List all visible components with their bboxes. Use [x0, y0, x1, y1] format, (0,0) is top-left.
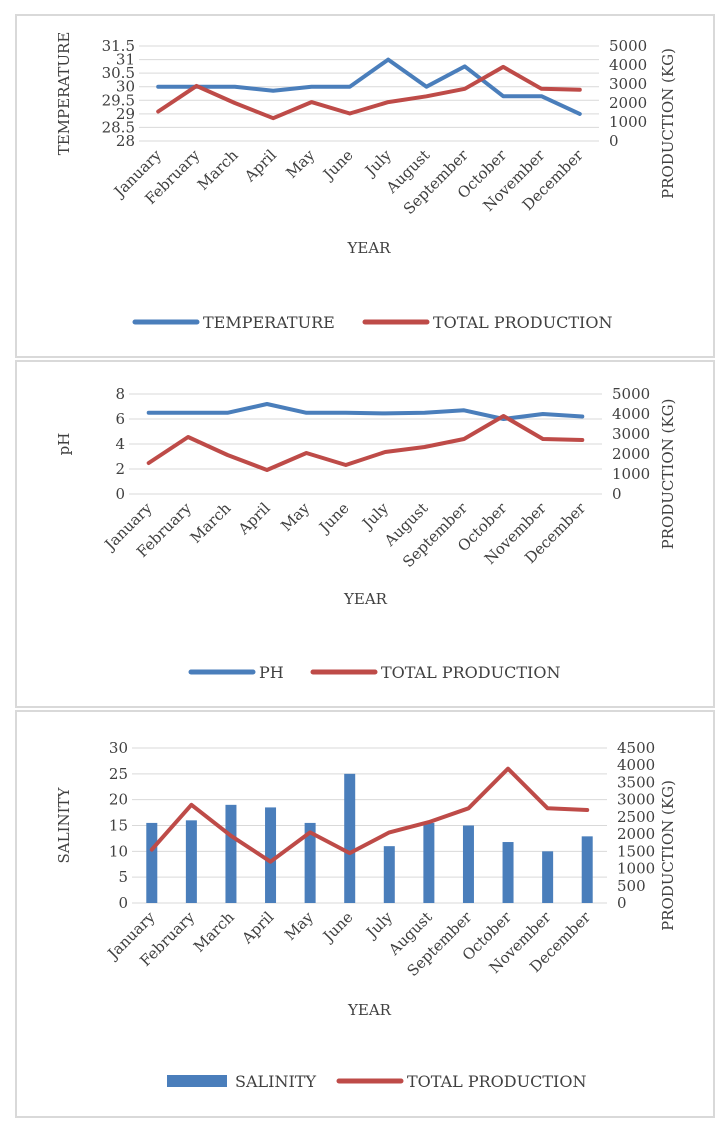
- y-tick-label: 8: [115, 385, 125, 403]
- y2-tick-label: 2000: [609, 94, 647, 112]
- y-tick-label: 0: [118, 894, 128, 912]
- x-category-label: May: [281, 908, 317, 944]
- y-tick-label: 5: [118, 868, 128, 886]
- x-category-label: April: [238, 908, 278, 948]
- y-tick-label: 31.5: [102, 37, 135, 55]
- chart-panel-salinity: 0 5 10 15 20 25 30 0 500 1000 1500 2000 2500 3000 3500…: [15, 710, 715, 1118]
- bar-salinity: [185, 820, 197, 903]
- x-category-label: March: [187, 499, 235, 547]
- y-tick-label: 0: [115, 485, 125, 503]
- y2-tick-label: 0: [612, 485, 622, 503]
- x-category-label: June: [314, 499, 352, 537]
- y-axis-title: SALINITY: [55, 786, 73, 863]
- y2-axis-title: PRODUCTION (KG): [659, 399, 677, 550]
- x-category-label: March: [190, 908, 238, 956]
- y-tick-label: 10: [109, 842, 128, 860]
- legend-swatch: [167, 1075, 227, 1087]
- x-category-label: June: [318, 908, 356, 946]
- x-category-label: June: [318, 146, 356, 184]
- bar-salinity: [502, 842, 514, 903]
- y2-tick-label: 2500: [617, 808, 655, 826]
- chart-panel-ph: 0 2 4 6 8 0 1000 2000 3000 4000 5000 January Februar…: [15, 360, 715, 708]
- x-axis-title: YEAR: [347, 239, 392, 257]
- series-line-total-production: [146, 414, 585, 472]
- chart-salinity-svg: 0510152025300500100015002000250030003500…: [55, 739, 677, 1091]
- series-line-total-production: [156, 64, 582, 121]
- x-category-label: March: [194, 146, 242, 194]
- y2-tick-label: 0: [617, 894, 627, 912]
- y2-tick-label: 1500: [617, 842, 655, 860]
- y-tick-label: 4: [115, 435, 125, 453]
- legend-label: TEMPERATURE: [203, 313, 335, 332]
- y-tick-label: 28.5: [102, 118, 135, 136]
- y-tick-label: 29: [116, 105, 135, 123]
- y2-tick-label: 4000: [612, 405, 650, 423]
- y2-tick-label: 1000: [612, 465, 650, 483]
- x-category-label: May: [282, 146, 318, 182]
- bar-salinity: [146, 822, 158, 903]
- y2-tick-label: 3000: [612, 425, 650, 443]
- legend-label: TOTAL PRODUCTION: [407, 1072, 586, 1091]
- y2-tick-label: 4000: [617, 756, 655, 774]
- y2-tick-label: 1000: [609, 113, 647, 131]
- y2-axis-title: PRODUCTION (KG): [659, 48, 677, 199]
- chart-panel-temperature: 28 28.5 29 29.5 30 30.5 31 31.5 0 1000 2000 3000 400…: [15, 14, 715, 358]
- y2-tick-label: 500: [617, 877, 646, 895]
- x-axis-title: YEAR: [347, 1001, 392, 1019]
- y2-tick-label: 2000: [612, 445, 650, 463]
- y-tick-label: 25: [109, 765, 128, 783]
- bar-salinity: [265, 807, 277, 903]
- x-category-label: April: [234, 499, 274, 539]
- legend-label: TOTAL PRODUCTION: [381, 663, 560, 682]
- y2-tick-label: 3000: [609, 75, 647, 93]
- y2-tick-label: 1000: [617, 860, 655, 878]
- legend-label: PH: [259, 663, 284, 682]
- bar-salinity: [462, 825, 474, 903]
- bar-salinity: [383, 846, 395, 903]
- x-category-label: July: [362, 908, 397, 943]
- y2-tick-label: 0: [609, 132, 619, 150]
- bar-salinity: [225, 804, 237, 903]
- bar-salinity: [344, 773, 356, 903]
- series-line-temperature: [156, 57, 582, 116]
- series-line-total-production: [149, 766, 590, 864]
- bar-salinity: [423, 822, 435, 903]
- x-category-label: May: [277, 499, 313, 535]
- x-category-label: April: [240, 146, 280, 186]
- y-tick-label: 20: [109, 791, 128, 809]
- y-axis-title: pH: [55, 433, 73, 456]
- y2-tick-label: 5000: [612, 385, 650, 403]
- bar-salinity: [581, 836, 593, 903]
- y-tick-label: 30: [116, 78, 135, 96]
- legend-label: TOTAL PRODUCTION: [433, 313, 612, 332]
- legend-label: SALINITY: [235, 1072, 316, 1091]
- bar-salinity: [304, 822, 316, 903]
- y-tick-label: 15: [109, 817, 128, 835]
- y2-axis-title: PRODUCTION (KG): [659, 780, 677, 931]
- y-tick-label: 30.5: [102, 64, 135, 82]
- chart-ph-svg: 02468010002000300040005000JanuaryFebruar…: [55, 385, 677, 682]
- y-tick-label: 31: [116, 51, 135, 69]
- series-line-ph: [146, 402, 585, 421]
- y-tick-label: 30: [109, 739, 128, 757]
- x-category-label: July: [357, 499, 392, 534]
- y2-tick-label: 5000: [609, 37, 647, 55]
- y-tick-label: 6: [115, 410, 125, 428]
- y2-tick-label: 3000: [617, 791, 655, 809]
- x-axis-title: YEAR: [343, 590, 388, 608]
- y-axis-title: TEMPERATURE: [55, 32, 73, 156]
- y2-tick-label: 2000: [617, 825, 655, 843]
- y2-tick-label: 4500: [617, 739, 655, 757]
- y-tick-label: 2: [115, 460, 125, 478]
- y2-tick-label: 4000: [609, 56, 647, 74]
- bar-salinity: [542, 851, 554, 903]
- y-tick-label: 28: [116, 132, 135, 150]
- y-tick-label: 29.5: [102, 91, 135, 109]
- y2-tick-label: 3500: [617, 773, 655, 791]
